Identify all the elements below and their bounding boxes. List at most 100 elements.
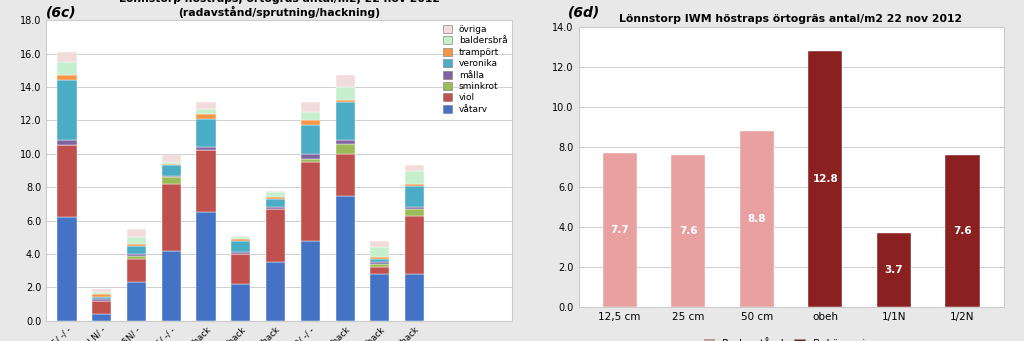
Bar [92, 299, 112, 300]
Bar [602, 153, 637, 307]
Bar [266, 197, 285, 199]
Bar [197, 109, 216, 114]
Bar [197, 119, 216, 147]
Bar [371, 267, 389, 274]
Bar [406, 207, 424, 209]
Bar [162, 184, 181, 251]
Text: (6c): (6c) [46, 5, 77, 19]
Bar [945, 155, 980, 307]
Bar [336, 195, 354, 321]
Bar [127, 255, 146, 259]
Bar [671, 155, 706, 307]
Bar [231, 284, 250, 321]
Bar [266, 262, 285, 321]
Bar [336, 87, 354, 101]
Text: 3.7: 3.7 [885, 265, 903, 275]
Bar [57, 52, 77, 62]
Legend: Radavstånd, Bekämpning: Radavstånd, Bekämpning [700, 336, 882, 341]
Bar [162, 155, 181, 162]
Text: 7.7: 7.7 [610, 225, 629, 235]
Bar [57, 146, 77, 217]
Bar [301, 159, 319, 162]
Bar [57, 75, 77, 80]
Bar [231, 252, 250, 254]
Bar [301, 120, 319, 125]
Bar [127, 254, 146, 255]
Bar [92, 314, 112, 321]
Text: 7.6: 7.6 [679, 226, 697, 236]
Bar [336, 140, 354, 144]
Bar [371, 240, 389, 247]
Bar [266, 192, 285, 197]
Title: Lönnstorp IWM höstraps örtogräs antal/m2 22 nov 2012: Lönnstorp IWM höstraps örtogräs antal/m2… [620, 14, 963, 24]
Bar [371, 264, 389, 267]
Bar [808, 51, 843, 307]
Bar [266, 209, 285, 262]
Bar [301, 162, 319, 240]
Bar [336, 144, 354, 154]
Bar [266, 199, 285, 207]
Bar [231, 237, 250, 239]
Bar [92, 289, 112, 292]
Bar [57, 217, 77, 321]
Bar [371, 259, 389, 262]
Bar [266, 191, 285, 192]
Bar [231, 254, 250, 284]
Bar [57, 140, 77, 146]
Bar [266, 207, 285, 209]
Bar [301, 125, 319, 154]
Bar [197, 212, 216, 321]
Bar [92, 292, 112, 294]
Bar [127, 237, 146, 244]
Bar [406, 184, 424, 186]
Bar [162, 164, 181, 165]
Bar [336, 154, 354, 195]
Text: 7.6: 7.6 [953, 226, 972, 236]
Bar [406, 209, 424, 216]
Bar [231, 240, 250, 252]
Bar [127, 259, 146, 282]
Bar [371, 247, 389, 257]
Bar [301, 154, 319, 159]
Bar [301, 112, 319, 120]
Bar [197, 114, 216, 119]
Text: 12.8: 12.8 [812, 174, 839, 184]
Bar [127, 229, 146, 237]
Bar [162, 177, 181, 184]
Bar [162, 251, 181, 321]
Bar [336, 102, 354, 140]
Bar [92, 297, 112, 299]
Legend: övriga, baldersbrå, trampört, veronika, målla, sminkrot, viol, våtarv: övriga, baldersbrå, trampört, veronika, … [440, 22, 510, 117]
Bar [57, 62, 77, 75]
Bar [57, 80, 77, 140]
Bar [92, 300, 112, 314]
Bar [197, 150, 216, 212]
Bar [301, 240, 319, 321]
Bar [371, 274, 389, 321]
Bar [162, 162, 181, 164]
Bar [127, 246, 146, 254]
Bar [127, 244, 146, 246]
Bar [162, 165, 181, 176]
Bar [231, 239, 250, 240]
Bar [301, 102, 319, 112]
Text: 8.8: 8.8 [748, 214, 766, 224]
Bar [336, 75, 354, 87]
Title: Lönnstorp höstraps, örtogräs antal/m2, 22 nov 2012
(radavstånd/sprutning/hacknin: Lönnstorp höstraps, örtogräs antal/m2, 2… [119, 0, 439, 18]
Bar [406, 216, 424, 274]
Bar [162, 176, 181, 177]
Bar [739, 131, 774, 307]
Text: (6d): (6d) [568, 5, 600, 19]
Bar [371, 262, 389, 264]
Bar [231, 236, 250, 237]
Bar [336, 101, 354, 102]
Bar [406, 165, 424, 170]
Bar [877, 233, 911, 307]
Bar [406, 186, 424, 207]
Bar [371, 257, 389, 259]
Bar [406, 274, 424, 321]
Bar [197, 147, 216, 150]
Bar [92, 294, 112, 297]
Bar [406, 170, 424, 184]
Bar [127, 282, 146, 321]
